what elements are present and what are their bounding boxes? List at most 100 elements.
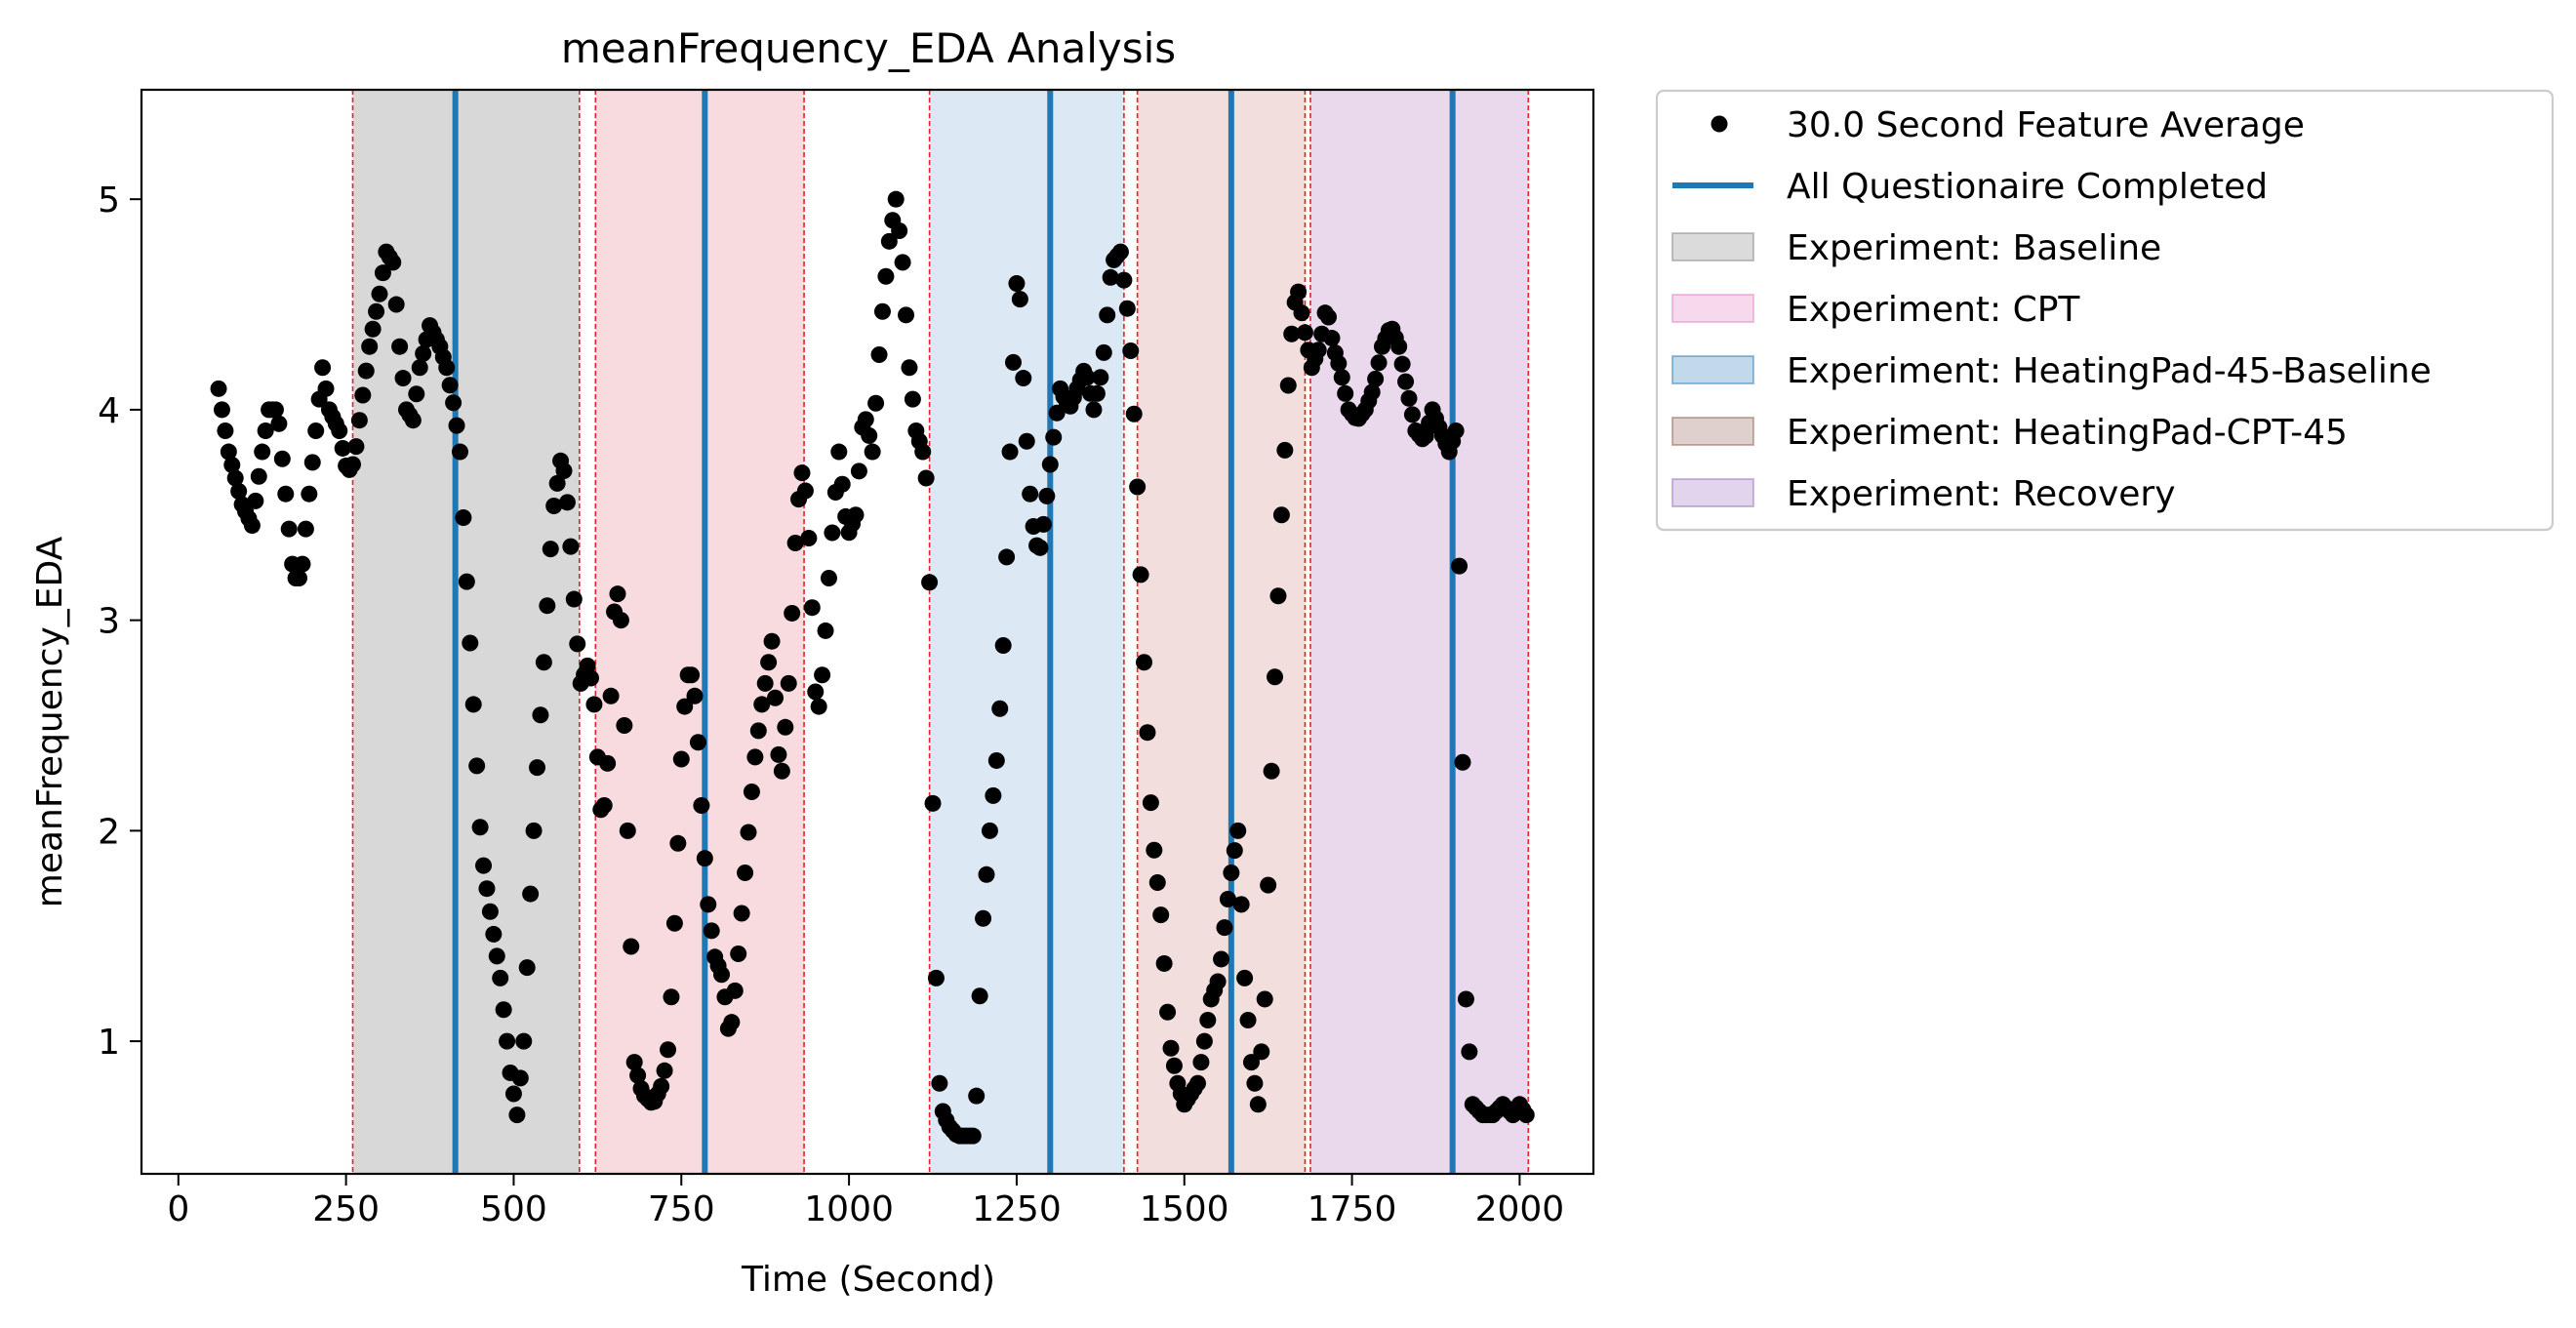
data-point (558, 494, 576, 511)
data-point (653, 1077, 670, 1095)
data-point (968, 1087, 986, 1105)
data-point (384, 254, 402, 271)
data-point (870, 345, 888, 363)
data-point (354, 386, 372, 404)
data-point (924, 794, 942, 812)
data-point (226, 469, 244, 487)
data-point (371, 285, 388, 302)
data-point (1229, 822, 1247, 839)
data-point (504, 1085, 522, 1103)
data-point (511, 1069, 529, 1087)
data-point (595, 796, 613, 814)
data-point (415, 344, 432, 362)
data-point (1213, 950, 1230, 968)
data-point (975, 909, 992, 927)
y-tick-label: 3 (98, 602, 120, 642)
data-point (780, 674, 797, 692)
data-point (746, 748, 764, 766)
data-point (689, 734, 706, 751)
data-point (766, 689, 784, 706)
data-point (726, 982, 744, 999)
data-point (273, 450, 291, 467)
data-point (800, 530, 818, 547)
data-point (786, 535, 804, 552)
data-point (1209, 973, 1227, 990)
data-point (1015, 370, 1032, 387)
data-point (1078, 369, 1096, 386)
data-point (629, 1066, 647, 1084)
data-point (1403, 406, 1421, 423)
data-point (793, 464, 811, 482)
region-cpt (595, 90, 805, 1174)
data-point (1018, 432, 1035, 450)
data-point (880, 232, 898, 250)
data-point (1333, 369, 1350, 386)
data-point (535, 654, 552, 671)
data-point (508, 1107, 526, 1124)
data-point (464, 696, 482, 713)
data-point (391, 338, 409, 355)
legend-swatch (1671, 232, 1754, 262)
data-point (814, 666, 831, 684)
data-point (441, 377, 459, 394)
data-point (1283, 325, 1301, 342)
data-point (824, 524, 841, 542)
data-point (361, 338, 379, 355)
data-point (1330, 354, 1348, 372)
data-point (565, 590, 583, 608)
x-tick-label: 1000 (804, 1189, 894, 1229)
data-point (1400, 389, 1418, 407)
data-point (548, 474, 566, 492)
data-point (301, 485, 318, 503)
data-point (317, 380, 335, 397)
data-point (994, 637, 1012, 655)
data-point (343, 456, 361, 473)
data-point (803, 599, 821, 617)
data-point (280, 520, 298, 538)
data-point (478, 880, 496, 898)
data-point (700, 896, 717, 913)
data-point (904, 390, 921, 408)
data-point (257, 422, 274, 439)
data-point (898, 306, 915, 324)
data-point (612, 612, 629, 629)
data-point (350, 412, 368, 429)
data-point (562, 538, 580, 555)
data-point (1267, 668, 1284, 686)
data-point (1011, 291, 1028, 308)
data-point (1397, 373, 1415, 390)
legend-swatch (1671, 355, 1754, 384)
data-point (753, 696, 771, 713)
data-point (887, 190, 905, 208)
data-point (297, 520, 314, 538)
data-point (723, 1014, 741, 1031)
data-point (448, 417, 465, 434)
data-point (1038, 487, 1056, 504)
data-points (210, 190, 1535, 1145)
data-point (1115, 271, 1133, 289)
data-point (1001, 443, 1019, 461)
data-point (303, 454, 321, 471)
legend: 30.0 Second Feature Average All Questiona… (1655, 89, 2555, 532)
x-tick-label: 750 (648, 1189, 715, 1229)
data-point (458, 573, 475, 590)
legend-label: Experiment: HeatingPad-CPT-45 (1787, 413, 2348, 453)
data-point (971, 987, 988, 1005)
data-point (1136, 654, 1153, 671)
x-tick-label: 1250 (972, 1189, 1062, 1229)
data-point (555, 462, 573, 479)
data-point (660, 1041, 677, 1059)
region-recovery (1309, 90, 1529, 1174)
data-point (1122, 342, 1140, 360)
legend-label: All Questionaire Completed (1787, 167, 2268, 207)
data-point (411, 359, 428, 377)
y-axis-label: meanFrequency_EDA (30, 536, 70, 907)
data-point (334, 439, 351, 457)
data-point (737, 865, 754, 882)
data-point (532, 706, 549, 724)
data-point (270, 415, 288, 432)
data-point (625, 1054, 643, 1071)
data-point (525, 822, 543, 839)
data-point (1031, 539, 1049, 556)
